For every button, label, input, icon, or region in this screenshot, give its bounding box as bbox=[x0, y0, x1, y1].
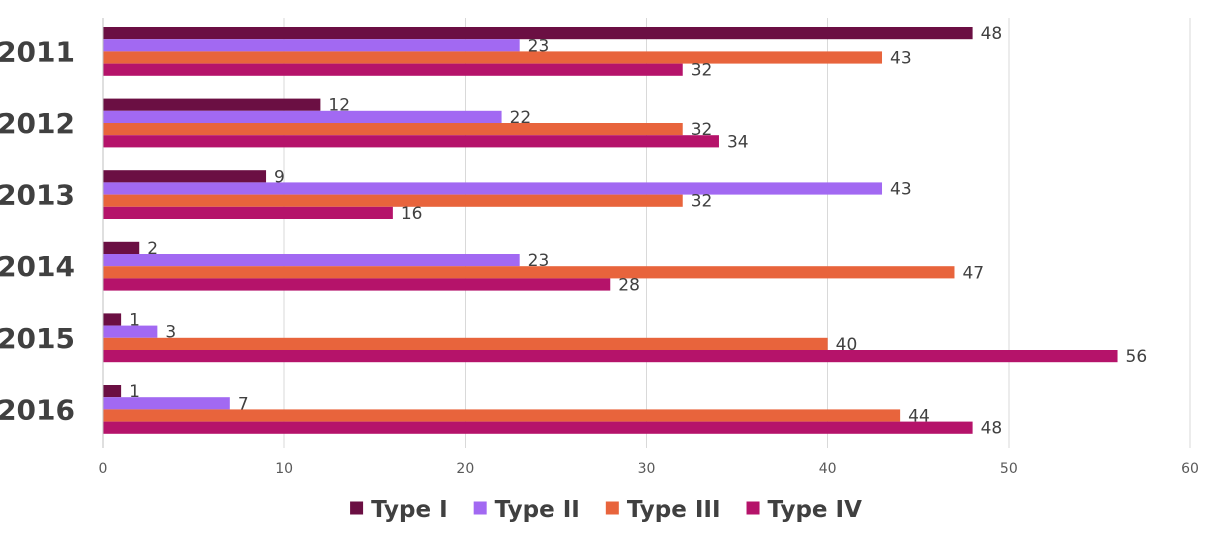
data-label-2015-type-iii: 40 bbox=[836, 335, 858, 355]
x-tick-label-0: 0 bbox=[99, 461, 108, 477]
bar-2011-type-i bbox=[103, 27, 973, 40]
bar-2016-type-iv bbox=[103, 421, 973, 434]
data-label-2015-type-i: 1 bbox=[129, 311, 140, 331]
legend-item-type-i: Type I bbox=[350, 497, 448, 523]
data-label-2016-type-ii: 7 bbox=[238, 394, 249, 414]
data-label-2014-type-iv: 28 bbox=[618, 276, 640, 296]
data-label-2016-type-iii: 44 bbox=[908, 407, 930, 427]
bar-2014-type-iii bbox=[103, 266, 955, 279]
y-tick-label-2011: 2011 bbox=[0, 35, 75, 68]
data-label-2012-type-iv: 34 bbox=[727, 132, 749, 152]
bars bbox=[103, 27, 1118, 434]
bar-2012-type-iv bbox=[103, 135, 719, 148]
data-label-2013-type-iv: 16 bbox=[401, 204, 423, 224]
bar-2013-type-iii bbox=[103, 194, 683, 207]
data-label-2015-type-iv: 56 bbox=[1126, 347, 1148, 367]
legend: Type I Type II Type III Type IV bbox=[350, 497, 862, 523]
data-label-2011-type-ii: 23 bbox=[528, 36, 550, 56]
data-label-2012-type-ii: 22 bbox=[510, 108, 532, 128]
axes: 0 10 20 30 40 50 60 2011 2012 2013 2014 2015 2016 bbox=[0, 18, 1199, 477]
x-tick-label-10: 10 bbox=[275, 461, 293, 477]
data-label-2013-type-iii: 32 bbox=[691, 192, 713, 212]
y-tick-label-2015: 2015 bbox=[0, 322, 75, 355]
legend-swatch bbox=[746, 501, 760, 515]
bar-2014-type-iv bbox=[103, 278, 611, 291]
data-label-2011-type-iv: 32 bbox=[691, 61, 713, 81]
data-labels: 48 23 43 32 12 22 32 34 9 43 32 16 2 23 47 28 1 3 40 56 1 7 44… bbox=[129, 24, 1147, 439]
bar-2012-type-i bbox=[103, 98, 321, 111]
x-tick-label-30: 30 bbox=[638, 461, 656, 477]
legend-label: Type IV bbox=[768, 497, 863, 523]
data-label-2016-type-i: 1 bbox=[129, 382, 140, 402]
bar-2014-type-ii bbox=[103, 254, 520, 267]
x-tick-label-60: 60 bbox=[1181, 461, 1199, 477]
y-tick-label-2013: 2013 bbox=[0, 179, 75, 212]
bar-2011-type-ii bbox=[103, 39, 520, 52]
legend-swatch bbox=[605, 501, 619, 515]
bar-2016-type-ii bbox=[103, 397, 230, 410]
bar-2012-type-ii bbox=[103, 110, 502, 123]
data-label-2016-type-iv: 48 bbox=[981, 419, 1003, 439]
data-label-2014-type-ii: 23 bbox=[528, 251, 550, 271]
bar-2016-type-i bbox=[103, 385, 122, 398]
bar-2013-type-i bbox=[103, 170, 267, 183]
data-label-2011-type-i: 48 bbox=[981, 24, 1003, 44]
x-tick-label-20: 20 bbox=[456, 461, 474, 477]
y-tick-label-2012: 2012 bbox=[0, 107, 75, 140]
bar-2015-type-iii bbox=[103, 337, 828, 350]
legend-item-type-iv: Type IV bbox=[746, 497, 863, 523]
x-tick-label-50: 50 bbox=[1000, 461, 1018, 477]
data-label-2015-type-ii: 3 bbox=[165, 323, 176, 343]
data-label-2013-type-i: 9 bbox=[274, 167, 285, 187]
legend-label: Type I bbox=[371, 497, 448, 523]
y-tick-label-2016: 2016 bbox=[0, 393, 75, 426]
bar-2011-type-iii bbox=[103, 51, 883, 64]
data-label-2014-type-iii: 47 bbox=[962, 263, 984, 283]
bar-2011-type-iv bbox=[103, 63, 683, 76]
bar-2015-type-iv bbox=[103, 350, 1118, 363]
legend-swatch bbox=[350, 501, 364, 515]
gridlines bbox=[283, 18, 1191, 448]
data-label-2012-type-i: 12 bbox=[328, 96, 350, 116]
bar-2015-type-i bbox=[103, 313, 122, 326]
bar-2013-type-iv bbox=[103, 206, 393, 219]
data-label-2013-type-ii: 43 bbox=[890, 180, 912, 200]
bar-2016-type-iii bbox=[103, 409, 901, 422]
bar-2013-type-ii bbox=[103, 182, 883, 195]
data-label-2011-type-iii: 43 bbox=[890, 49, 912, 69]
bar-2012-type-iii bbox=[103, 123, 683, 136]
legend-swatch bbox=[473, 501, 487, 515]
bar-2015-type-ii bbox=[103, 325, 158, 338]
bar-2014-type-i bbox=[103, 241, 140, 254]
legend-label: Type III bbox=[627, 497, 721, 523]
data-label-2012-type-iii: 32 bbox=[691, 120, 713, 140]
data-label-2014-type-i: 2 bbox=[147, 239, 158, 259]
legend-item-type-iii: Type III bbox=[605, 497, 721, 523]
y-tick-label-2014: 2014 bbox=[0, 250, 75, 283]
x-tick-label-40: 40 bbox=[819, 461, 837, 477]
legend-item-type-ii: Type II bbox=[473, 497, 580, 523]
legend-label: Type II bbox=[495, 497, 580, 523]
